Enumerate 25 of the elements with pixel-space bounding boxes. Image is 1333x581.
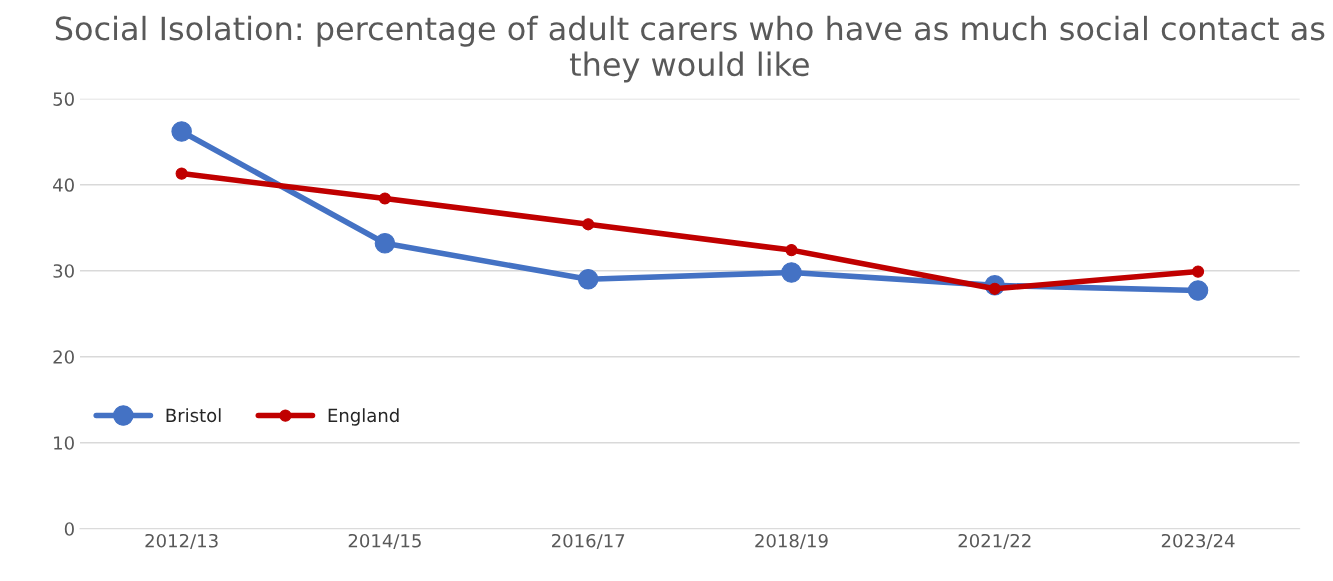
y-tick-label: 50 — [53, 92, 74, 106]
y-tick-label: 20 — [53, 350, 74, 364]
point — [171, 121, 192, 142]
x-tick-label: 2023/24 — [1161, 533, 1235, 549]
x-tick-label: 2012/13 — [145, 533, 218, 549]
point — [1191, 265, 1205, 278]
point — [785, 244, 798, 257]
point — [175, 167, 188, 180]
y-tick-label: 0 — [64, 522, 74, 536]
y-tick-label: 40 — [53, 178, 74, 192]
point — [582, 218, 595, 231]
point — [1187, 280, 1209, 301]
point — [378, 192, 391, 205]
x-tick-label: 2021/22 — [958, 533, 1031, 549]
chart-title: Social Isolation: percentage of adult carers who have as much social contact as they would like — [55, 15, 1325, 83]
point — [577, 269, 599, 290]
point — [781, 262, 802, 283]
legend-label: England — [328, 408, 399, 426]
y-tick-label: 10 — [54, 436, 74, 450]
x-tick-label: 2018/19 — [755, 533, 828, 549]
point — [374, 232, 396, 254]
x-tick-label: 2016/17 — [552, 533, 625, 549]
y-tick-label: 30 — [53, 264, 74, 278]
x-tick-label: 2014/15 — [348, 533, 421, 549]
legend-label: Bristol — [166, 408, 221, 423]
